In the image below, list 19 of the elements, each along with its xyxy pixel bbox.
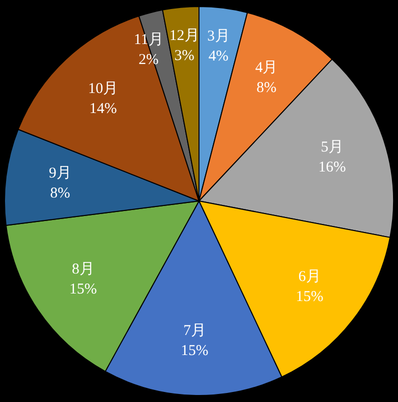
data-label: 4% (208, 48, 228, 65)
slice-label: 11月 (134, 32, 164, 48)
slice-label: 3月 (207, 28, 230, 45)
slice-label: 10月 (88, 80, 118, 97)
data-label: 15% (180, 342, 208, 359)
slice-label: 8月 (72, 262, 94, 278)
slice-label: 6月 (298, 268, 321, 285)
data-label: 15% (69, 282, 97, 298)
data-label: 3% (174, 48, 194, 64)
slice-label: 4月 (255, 60, 278, 76)
data-label: 8% (256, 80, 276, 96)
data-label: 15% (296, 288, 324, 305)
data-label: 14% (89, 100, 117, 117)
slice-label: 5月 (320, 140, 344, 156)
slice-label: 7月 (183, 322, 206, 339)
slice-label: 12月 (169, 28, 200, 44)
data-label: 8% (50, 185, 70, 202)
slice-label: 9月 (48, 165, 72, 182)
data-label: 16% (318, 160, 346, 176)
